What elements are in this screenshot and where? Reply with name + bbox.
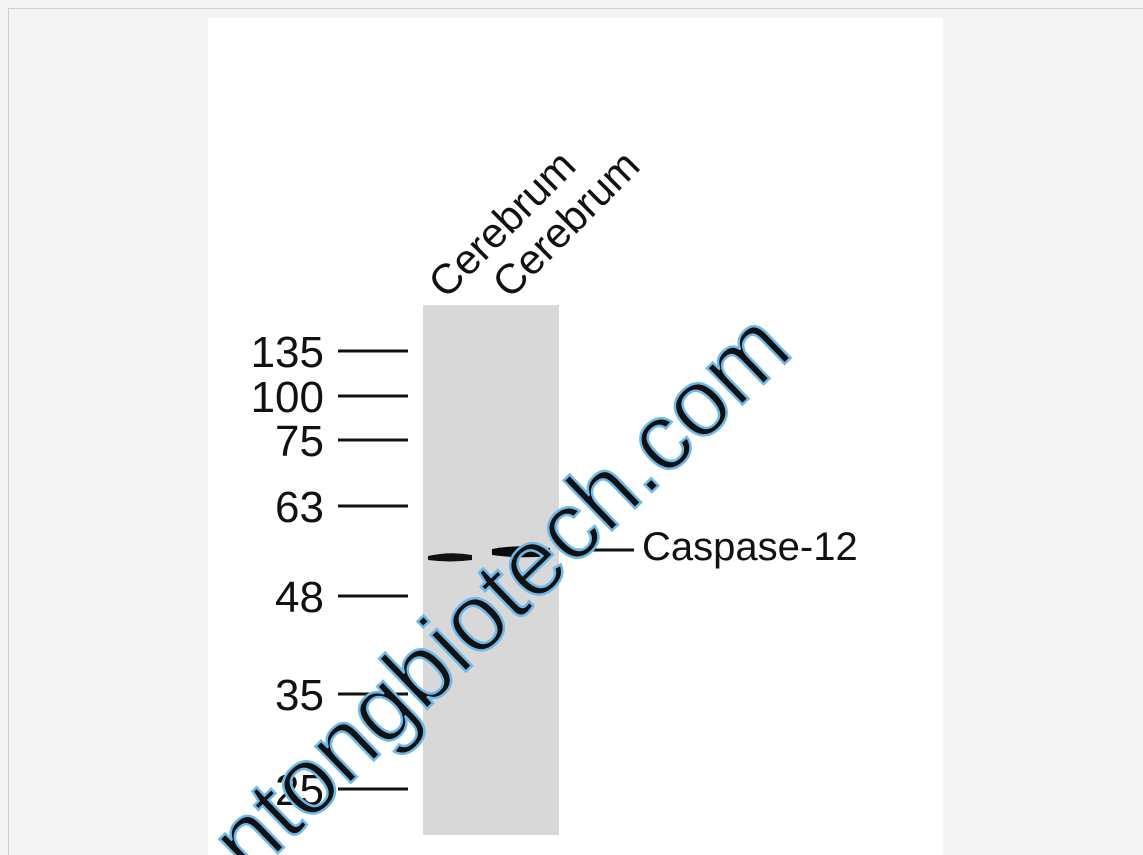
marker-label: 48 [275,573,324,622]
marker-label: 135 [251,328,324,377]
marker-label: 100 [251,373,324,422]
page: Caspase-12 1351007563483525 CerebrumCere… [0,0,1143,855]
figure: Caspase-12 1351007563483525 CerebrumCere… [0,0,1143,855]
band-label: Caspase-12 [642,525,858,569]
marker-label: 63 [275,483,324,532]
marker-label: 75 [275,417,324,466]
